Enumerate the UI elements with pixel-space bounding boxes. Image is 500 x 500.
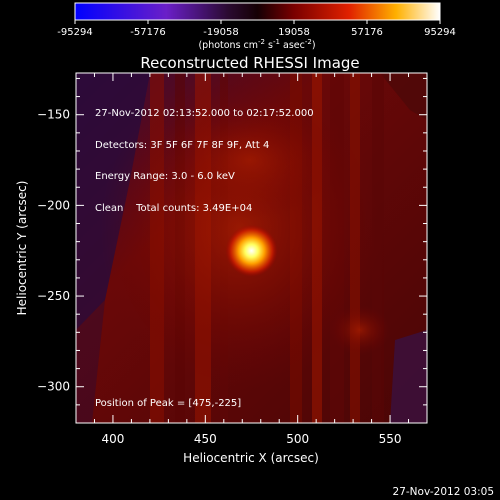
annotation-method-counts: Clean Total counts: 3.49E+04: [95, 202, 314, 215]
colorbar-tick-label: -95294: [57, 27, 92, 38]
colorbar-tick-label: -57176: [130, 27, 165, 38]
chart-title: Reconstructed RHESSI Image: [140, 54, 359, 72]
annotation-block: 27-Nov-2012 02:13:52.000 to 02:17:52.000…: [95, 88, 314, 225]
y-axis-ticks: −150 −200 −250 −300: [37, 77, 427, 424]
y-axis-label: Heliocentric Y (arcsec): [15, 181, 29, 316]
x-axis-ticks: 400 450 500 550: [75, 73, 428, 446]
axis-tick-label: −250: [37, 289, 70, 303]
peak-source: [225, 224, 278, 277]
axis-tick-label: 550: [379, 432, 402, 446]
annotation-detectors: Detectors: 3F 5F 6F 7F 8F 9F, Att 4: [95, 139, 270, 151]
colorbar-tick-label: 19058: [278, 27, 310, 38]
footer-timestamp: 27-Nov-2012 03:05: [393, 486, 494, 498]
colorbar-tick-label: -19058: [203, 27, 238, 38]
axis-tick-label: −200: [37, 198, 70, 212]
axis-tick-label: −150: [37, 108, 70, 122]
annotation-counts: Total counts: 3.49E+04: [136, 202, 253, 214]
axis-tick-label: 500: [286, 432, 309, 446]
colorbar: [74, 2, 441, 21]
heatmap-image: [76, 73, 427, 423]
axis-tick-label: 450: [194, 432, 217, 446]
annotation-time-range: 27-Nov-2012 02:13:52.000 to 02:17:52.000: [95, 108, 314, 119]
colorbar-tick-label: 57176: [351, 27, 383, 38]
annotation-method: Clean: [95, 202, 124, 214]
x-axis-label: Heliocentric X (arcsec): [183, 451, 319, 465]
colorbar-ticks: [74, 20, 441, 24]
annotation-peak: Position of Peak = [475,-225]: [95, 398, 242, 409]
plot-frame: [75, 72, 428, 424]
axis-tick-label: 400: [101, 432, 124, 446]
annotation-energy: Energy Range: 3.0 - 6.0 keV: [95, 171, 235, 182]
axis-tick-label: −300: [37, 380, 70, 394]
colorbar-units: (photons cm-2 s-1 asec-2): [198, 38, 315, 51]
colorbar-tick-label: 95294: [424, 27, 456, 38]
